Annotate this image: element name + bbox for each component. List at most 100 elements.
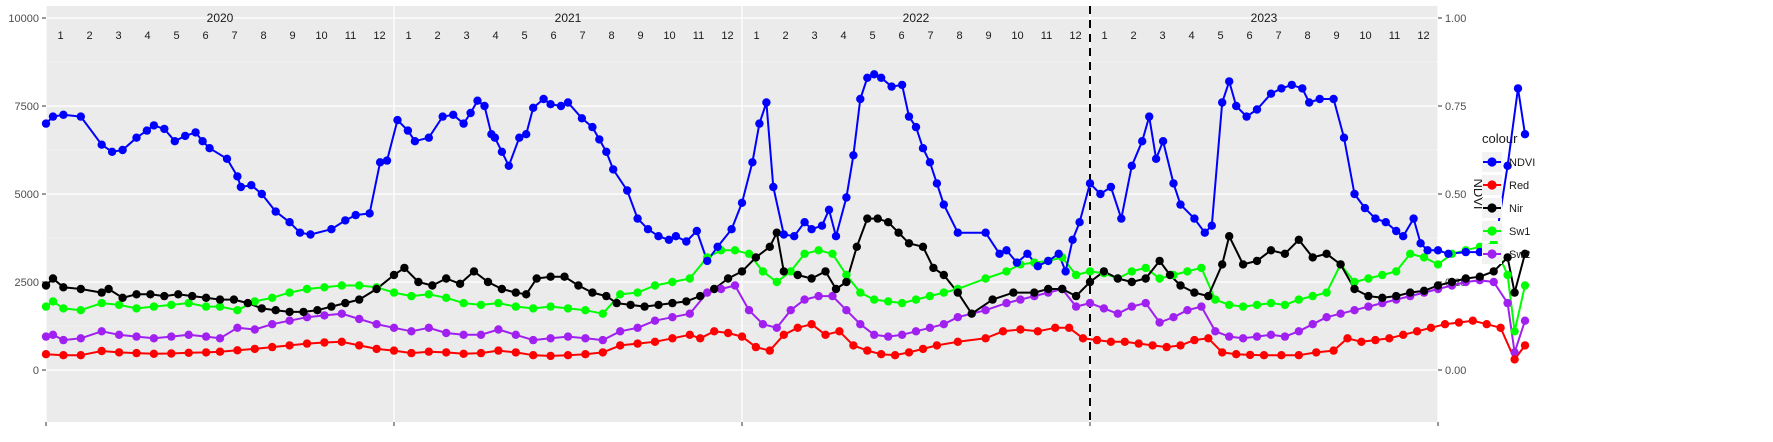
legend-title: colour <box>1482 131 1518 146</box>
data-point-nir <box>1176 281 1185 290</box>
data-point-sw2 <box>703 288 712 297</box>
month-label: 6 <box>550 30 556 42</box>
data-point-nir <box>1336 260 1345 269</box>
data-point-ndvi <box>1461 247 1471 257</box>
data-point-sw1 <box>215 302 225 311</box>
month-label: 7 <box>927 30 933 42</box>
data-point-sw1 <box>786 267 795 276</box>
data-point-sw1 <box>1503 270 1512 280</box>
data-point-sw1 <box>41 302 51 311</box>
data-point-ndvi <box>1266 89 1276 98</box>
data-point-ndvi <box>107 147 117 156</box>
data-point-nir <box>1218 260 1227 269</box>
data-point-sw1 <box>59 304 68 313</box>
data-point-sw2 <box>167 332 176 341</box>
legend-key-point-nir <box>1487 203 1497 213</box>
data-point-red <box>1016 325 1025 334</box>
data-point-sw1 <box>1308 291 1317 301</box>
month-label: 11 <box>1389 30 1400 42</box>
month-label: 12 <box>373 30 385 42</box>
data-point-red <box>1371 335 1380 345</box>
data-point-ndvi <box>887 82 896 91</box>
data-point-nir <box>1447 277 1457 287</box>
data-point-sw1 <box>842 270 851 280</box>
data-point-sw2 <box>1113 309 1123 318</box>
data-point-sw2 <box>59 335 68 345</box>
data-point-nir <box>939 270 948 280</box>
data-point-nir <box>1322 249 1331 258</box>
month-label: 7 <box>231 30 237 42</box>
data-point-nir <box>1489 267 1498 276</box>
data-point-sw1 <box>856 288 865 297</box>
data-point-sw1 <box>730 246 740 255</box>
data-point-ndvi <box>762 98 771 107</box>
data-point-sw1 <box>250 297 259 306</box>
month-label: 11 <box>1041 30 1052 42</box>
data-point-sw2 <box>1308 320 1317 329</box>
data-point-sw2 <box>1169 313 1178 322</box>
data-point-sw1 <box>529 304 538 313</box>
data-point-red <box>1385 334 1394 343</box>
data-point-nir <box>511 288 520 297</box>
data-point-nir <box>1266 246 1276 255</box>
data-point-sw2 <box>1503 298 1512 308</box>
data-point-sw2 <box>772 323 781 332</box>
data-point-sw2 <box>459 330 468 339</box>
data-point-sw1 <box>1364 274 1373 283</box>
data-point-nir <box>1099 267 1109 276</box>
data-point-ndvi <box>375 158 385 167</box>
data-point-nir <box>1520 249 1530 258</box>
data-point-red <box>1092 335 1102 345</box>
data-point-red <box>201 348 211 357</box>
data-point-red <box>1399 330 1408 339</box>
data-point-sw1 <box>149 302 159 311</box>
data-point-ndvi <box>41 119 51 128</box>
data-point-sw2 <box>581 334 590 343</box>
data-point-nir <box>654 300 663 310</box>
data-point-ndvi <box>490 133 500 142</box>
data-point-sw1 <box>870 295 879 304</box>
data-point-red <box>1033 327 1043 336</box>
legend-label-sw2: Sw2 <box>1509 249 1530 261</box>
data-point-ndvi <box>911 122 921 132</box>
legend-key-point-ndvi <box>1487 157 1497 167</box>
data-point-ndvi <box>692 226 701 236</box>
data-point-sw2 <box>442 328 451 338</box>
data-point-red <box>76 351 86 360</box>
data-point-nir <box>1113 274 1123 283</box>
data-point-ndvi <box>170 137 179 146</box>
data-point-nir <box>355 295 364 304</box>
data-point-sw2 <box>337 309 346 318</box>
data-point-nir <box>372 284 381 294</box>
data-point-sw1 <box>268 293 277 302</box>
data-point-ndvi <box>727 225 736 234</box>
data-point-nir <box>76 284 86 294</box>
data-point-sw2 <box>1489 277 1498 287</box>
data-point-sw2 <box>1280 332 1290 341</box>
month-label: 6 <box>1246 30 1252 42</box>
data-point-red <box>184 348 193 357</box>
data-point-nir <box>929 263 938 273</box>
data-point-red <box>114 348 124 357</box>
data-point-sw2 <box>786 306 795 315</box>
data-point-sw2 <box>1336 309 1345 318</box>
data-point-sw2 <box>800 295 809 304</box>
data-point-nir <box>710 284 719 294</box>
data-point-red <box>442 348 451 357</box>
data-point-nir <box>1030 288 1039 297</box>
data-point-red <box>1232 350 1241 359</box>
data-point-sw1 <box>1141 263 1150 273</box>
data-point-ndvi <box>522 130 531 139</box>
legend-key-point-red <box>1487 180 1497 190</box>
data-point-ndvi <box>205 144 214 153</box>
data-point-ndvi <box>351 210 360 220</box>
data-point-ndvi <box>904 112 914 121</box>
data-point-ndvi <box>1127 161 1137 170</box>
data-point-nir <box>215 295 225 304</box>
data-point-nir <box>1085 277 1095 287</box>
data-point-sw2 <box>1183 306 1192 315</box>
data-point-sw1 <box>1127 267 1137 276</box>
data-point-sw2 <box>97 327 106 336</box>
year-label: 2022 <box>903 11 930 25</box>
